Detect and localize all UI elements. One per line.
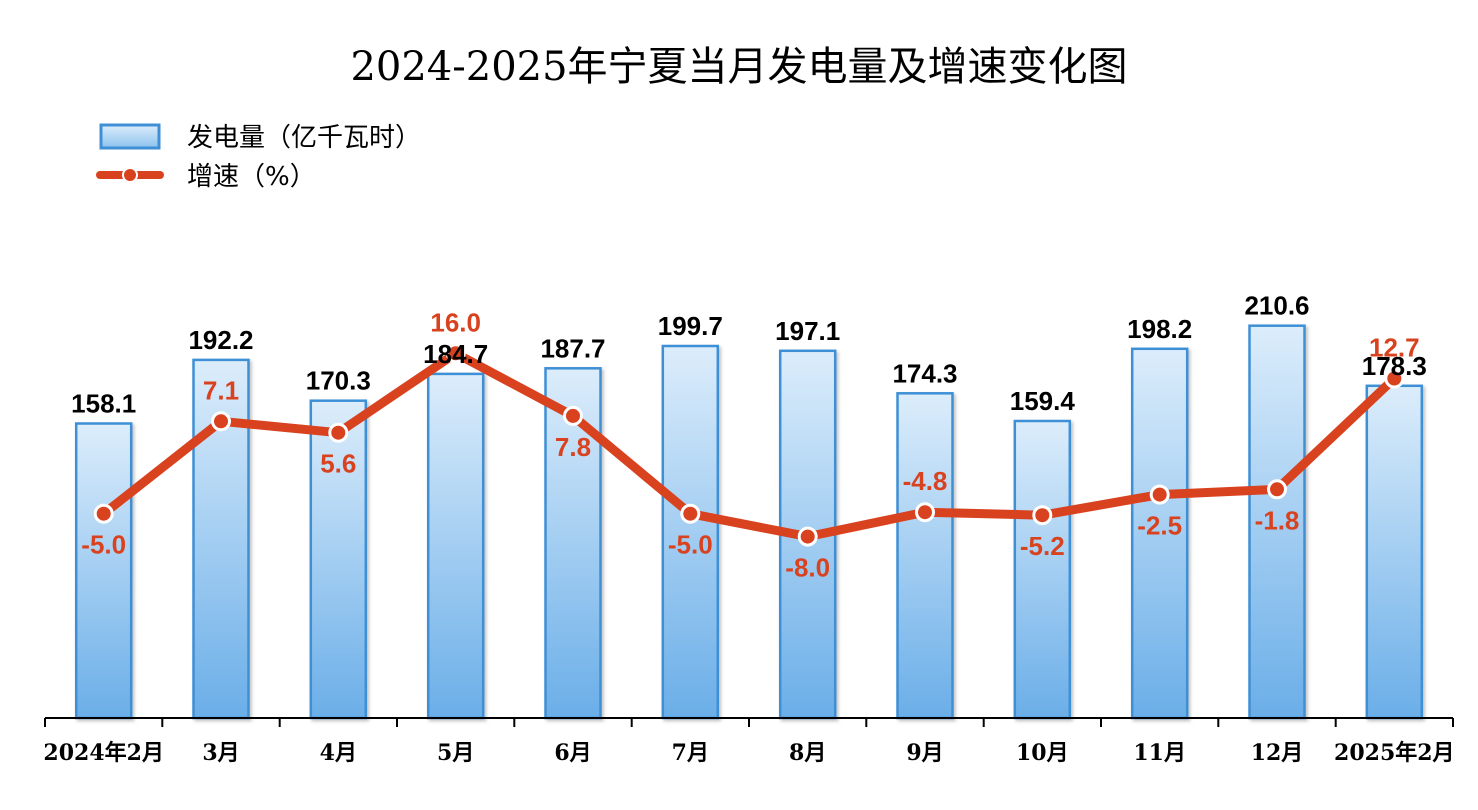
growth-value-label: -5.0 <box>81 530 126 560</box>
growth-value-label: -1.8 <box>1255 505 1300 535</box>
growth-value-label: 12.7 <box>1369 333 1420 363</box>
growth-marker <box>1384 368 1405 389</box>
bar-value-label: 192.2 <box>188 325 253 355</box>
growth-value-label: -5.0 <box>668 530 713 560</box>
growth-marker <box>1149 484 1170 505</box>
growth-value-label: 7.1 <box>203 375 239 405</box>
bar-value-label: 187.7 <box>540 333 605 363</box>
growth-marker <box>211 411 231 432</box>
legend-bar-label: 发电量（亿千瓦时） <box>187 123 421 153</box>
bar <box>1365 384 1424 720</box>
growth-value-label: -5.2 <box>1020 531 1065 561</box>
x-tick-label: 7月 <box>672 740 709 766</box>
growth-line-layer <box>93 343 1405 547</box>
growth-marker <box>563 405 583 426</box>
legend-bar-swatch <box>99 123 161 150</box>
bar-value-label: 158.1 <box>71 389 136 419</box>
growth-line <box>99 348 1399 542</box>
bar-value-label: 184.7 <box>423 339 488 369</box>
x-tick-label: 9月 <box>906 740 943 766</box>
bar <box>661 344 720 720</box>
x-tick-label: 12月 <box>1251 740 1304 766</box>
bars-layer <box>74 324 1424 720</box>
chart-title: 2024-2025年宁夏当月发电量及增速变化图 <box>350 44 1127 90</box>
x-tick-label: 4月 <box>320 740 357 766</box>
bar <box>1130 347 1189 720</box>
growth-marker <box>328 422 349 443</box>
growth-marker <box>93 503 114 524</box>
bar-value-label: 178.3 <box>1362 351 1427 381</box>
growth-marker <box>445 343 466 364</box>
x-tick-label: 2024年2月 <box>43 740 164 766</box>
growth-value-label: 16.0 <box>430 307 481 337</box>
x-tick-label: 5月 <box>437 740 474 766</box>
legend-line-marker <box>122 167 138 183</box>
legend: 发电量（亿千瓦时） 增速（%） <box>96 123 421 192</box>
labels-layer: 158.1 2024年2月 192.2 3月 170.3 4月 184.7 5月 187.7 6月… <box>43 291 1454 766</box>
growth-value-label: -8.0 <box>785 553 830 583</box>
x-axis <box>44 717 1454 727</box>
growth-value-label: -4.8 <box>903 466 948 496</box>
bar <box>1248 324 1306 720</box>
bar-value-label: 199.7 <box>658 311 723 341</box>
growth-value-label: 5.6 <box>320 449 356 479</box>
bar-value-label: 197.1 <box>775 316 840 346</box>
x-tick-label: 2025年2月 <box>1334 740 1455 766</box>
growth-marker <box>1267 479 1287 500</box>
x-tick-label: 3月 <box>202 740 239 766</box>
bar <box>74 422 133 720</box>
x-tick-label: 10月 <box>1016 740 1069 766</box>
x-tick-label: 11月 <box>1133 740 1186 766</box>
x-tick-label: 6月 <box>554 740 591 766</box>
bar-value-label: 198.2 <box>1127 314 1192 344</box>
x-tick-label: 8月 <box>789 740 826 766</box>
growth-marker <box>915 502 935 523</box>
growth-marker <box>797 526 818 547</box>
bar-value-label: 159.4 <box>1010 386 1076 416</box>
bar-value-label: 174.3 <box>892 358 957 388</box>
growth-value-label: -2.5 <box>1137 511 1182 541</box>
growth-value-label: 7.8 <box>555 432 591 462</box>
bar <box>896 392 954 720</box>
bar-value-label: 210.6 <box>1244 291 1309 321</box>
bar <box>1013 419 1072 720</box>
growth-marker <box>680 503 701 524</box>
legend-line-label: 增速（%） <box>187 162 316 192</box>
bar <box>426 372 485 720</box>
growth-marker <box>1032 505 1053 526</box>
bar-value-label: 170.3 <box>306 366 371 396</box>
